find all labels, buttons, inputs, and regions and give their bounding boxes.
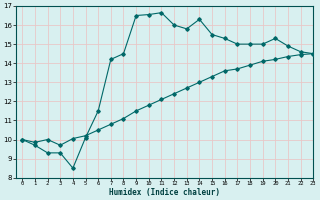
X-axis label: Humidex (Indice chaleur): Humidex (Indice chaleur) [109,188,220,197]
